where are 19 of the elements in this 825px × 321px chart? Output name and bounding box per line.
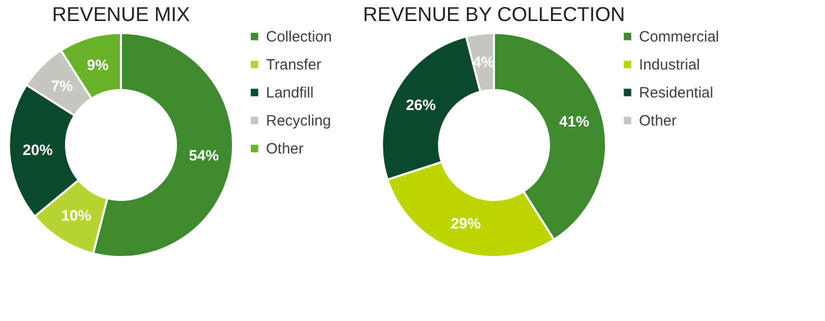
legend-label: Collection [266,28,332,46]
data-label: 7% [51,78,73,95]
data-label: 20% [22,142,53,160]
chart-title: REVENUE BY COLLECTION [363,4,625,26]
data-label: 41% [559,114,590,131]
data-label: 9% [86,56,109,74]
legend-label: Recycling [266,112,332,130]
legend-label: Transfer [266,56,322,74]
legend-label: Residential [639,84,714,102]
data-label: 54% [188,147,219,164]
legend-label: Other [639,112,677,130]
legend-label: Industrial [639,56,700,74]
data-label: 10% [61,208,92,224]
chart-title: REVENUE MIX [52,4,190,26]
legend-label: Commercial [639,28,720,46]
legend-label: Other [266,140,304,158]
data-label: 29% [450,216,481,233]
legend-label: Landfill [266,84,314,102]
data-label: 26% [406,96,436,114]
